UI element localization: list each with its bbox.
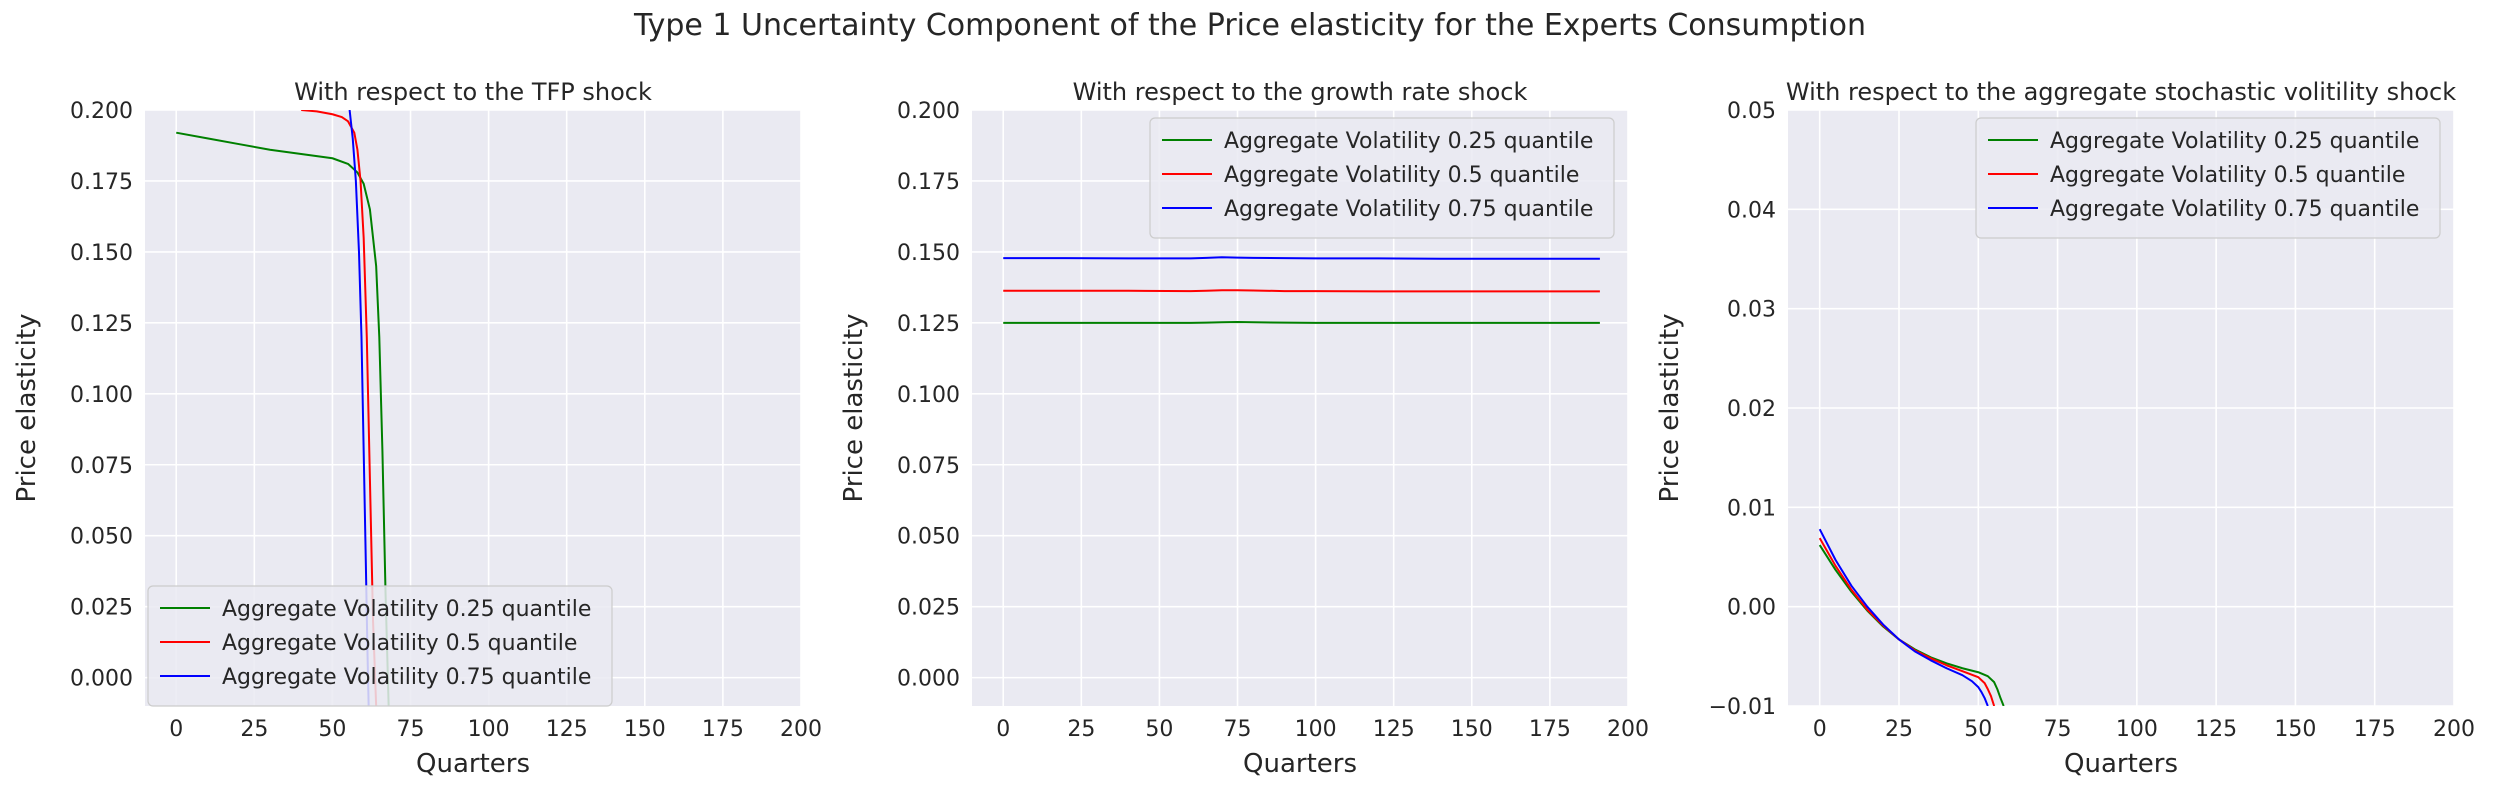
y-tick-label: 0.175 bbox=[897, 170, 960, 195]
legend-label-1: Aggregate Volatility 0.25 quantile bbox=[2050, 129, 2419, 154]
y-tick-label: 0.025 bbox=[70, 596, 133, 621]
x-tick-label: 0 bbox=[1813, 717, 1827, 742]
y-tick-label: 0.075 bbox=[897, 454, 960, 479]
x-axis-label: Quarters bbox=[1243, 749, 1357, 779]
series-line-1 bbox=[1003, 321, 1600, 324]
y-tick-label: 0.000 bbox=[70, 667, 133, 692]
x-tick-label: 0 bbox=[996, 717, 1010, 742]
y-tick-label: 0.125 bbox=[897, 312, 960, 337]
x-tick-label: 175 bbox=[702, 717, 744, 742]
chart-panel-3: 0 25 50 75 100 125 150 175 200 −0.01 0.00 0.01 0.02 0… bbox=[1655, 78, 2475, 779]
legend-label-3: Aggregate Volatility 0.75 quantile bbox=[222, 665, 591, 690]
y-tick-label: 0.03 bbox=[1727, 298, 1776, 323]
x-tick-label: 25 bbox=[240, 717, 268, 742]
legend-label-2: Aggregate Volatility 0.5 quantile bbox=[222, 631, 577, 656]
legend-box bbox=[1975, 117, 2441, 239]
x-tick-label: 200 bbox=[780, 717, 822, 742]
legend-label-2: Aggregate Volatility 0.5 quantile bbox=[2050, 163, 2405, 188]
y-tick-label: 0.100 bbox=[70, 383, 133, 408]
x-tick-label: 0 bbox=[169, 717, 183, 742]
y-tick-label: 0.04 bbox=[1727, 198, 1776, 223]
y-tick-label: 0.075 bbox=[70, 454, 133, 479]
x-tick-label: 200 bbox=[2433, 717, 2475, 742]
x-tick-label: 125 bbox=[1373, 717, 1415, 742]
x-tick-label: 25 bbox=[1067, 717, 1095, 742]
y-tick-label: 0.150 bbox=[897, 241, 960, 266]
y-tick-label: 0.050 bbox=[897, 525, 960, 550]
x-tick-label: 150 bbox=[624, 717, 666, 742]
x-tick-label: 175 bbox=[2354, 717, 2396, 742]
y-tick-label: 0.050 bbox=[70, 525, 133, 550]
legend: Aggregate Volatility 0.25 quantile Aggreg… bbox=[1975, 117, 2441, 239]
x-tick-label: 75 bbox=[397, 717, 425, 742]
y-tick-label: 0.150 bbox=[70, 241, 133, 266]
y-tick-label: 0.125 bbox=[70, 312, 133, 337]
x-tick-label: 150 bbox=[1451, 717, 1493, 742]
y-tick-label: 0.02 bbox=[1727, 397, 1776, 422]
y-tick-label: 0.100 bbox=[897, 383, 960, 408]
series-line-1 bbox=[176, 131, 390, 706]
y-tick-label: −0.01 bbox=[1709, 695, 1776, 720]
panel-title: With respect to the TFP shock bbox=[294, 78, 652, 106]
series-line-2 bbox=[1818, 537, 1996, 706]
y-tick-label: 0.025 bbox=[897, 596, 960, 621]
x-tick-label: 100 bbox=[1295, 717, 1337, 742]
y-tick-label: 0.200 bbox=[897, 99, 960, 124]
x-tick-label: 50 bbox=[1964, 717, 1992, 742]
series-line-2 bbox=[1003, 289, 1600, 293]
x-tick-label: 100 bbox=[2116, 717, 2158, 742]
y-tick-label: 0.01 bbox=[1727, 496, 1776, 521]
x-tick-label: 200 bbox=[1607, 717, 1649, 742]
x-tick-label: 25 bbox=[1885, 717, 1913, 742]
series-line-3 bbox=[1818, 528, 1989, 706]
x-tick-label: 125 bbox=[2195, 717, 2237, 742]
legend-label-1: Aggregate Volatility 0.25 quantile bbox=[1224, 129, 1593, 154]
legend: Aggregate Volatility 0.25 quantile Aggreg… bbox=[147, 585, 613, 707]
legend: Aggregate Volatility 0.25 quantile Aggreg… bbox=[1149, 117, 1615, 239]
x-tick-label: 100 bbox=[468, 717, 510, 742]
legend-box bbox=[1149, 117, 1615, 239]
y-tick-label: 0.175 bbox=[70, 170, 133, 195]
y-axis-label: Price elasticity bbox=[839, 314, 869, 503]
chart-panel-2: 0 25 50 75 100 125 150 175 200 0.000 0.025 0.050 0.0… bbox=[839, 78, 1649, 779]
x-axis-label: Quarters bbox=[416, 749, 530, 779]
legend-label-3: Aggregate Volatility 0.75 quantile bbox=[2050, 197, 2419, 222]
x-tick-label: 150 bbox=[2274, 717, 2316, 742]
y-axis-label: Price elasticity bbox=[12, 314, 42, 503]
y-tick-label: 0.200 bbox=[70, 99, 133, 124]
legend-label-2: Aggregate Volatility 0.5 quantile bbox=[1224, 163, 1579, 188]
series-line-2 bbox=[301, 110, 378, 706]
x-axis-label: Quarters bbox=[2064, 749, 2178, 779]
x-tick-label: 75 bbox=[2044, 717, 2072, 742]
x-tick-label: 50 bbox=[1145, 717, 1173, 742]
legend-label-1: Aggregate Volatility 0.25 quantile bbox=[222, 597, 591, 622]
y-tick-label: 0.00 bbox=[1727, 596, 1776, 621]
x-tick-label: 175 bbox=[1529, 717, 1571, 742]
x-tick-label: 75 bbox=[1224, 717, 1252, 742]
x-tick-label: 125 bbox=[546, 717, 588, 742]
chart-panel-1: 0 25 50 75 100 125 150 175 200 0.000 0.025 0.050 0.0… bbox=[12, 78, 822, 779]
series-line-3 bbox=[1003, 256, 1600, 260]
legend-label-3: Aggregate Volatility 0.75 quantile bbox=[1224, 197, 1593, 222]
x-tick-label: 50 bbox=[318, 717, 346, 742]
y-tick-label: 0.05 bbox=[1727, 99, 1776, 124]
y-tick-label: 0.000 bbox=[897, 667, 960, 692]
series-group bbox=[1003, 256, 1600, 324]
figure-title: Type 1 Uncertainty Component of the Pric… bbox=[633, 8, 1867, 43]
y-axis-label: Price elasticity bbox=[1655, 314, 1685, 503]
panel-title: With respect to the aggregate stochastic… bbox=[1786, 78, 2456, 106]
legend-box bbox=[147, 585, 613, 707]
series-group bbox=[1818, 528, 2005, 706]
panel-title: With respect to the growth rate shock bbox=[1073, 78, 1528, 106]
